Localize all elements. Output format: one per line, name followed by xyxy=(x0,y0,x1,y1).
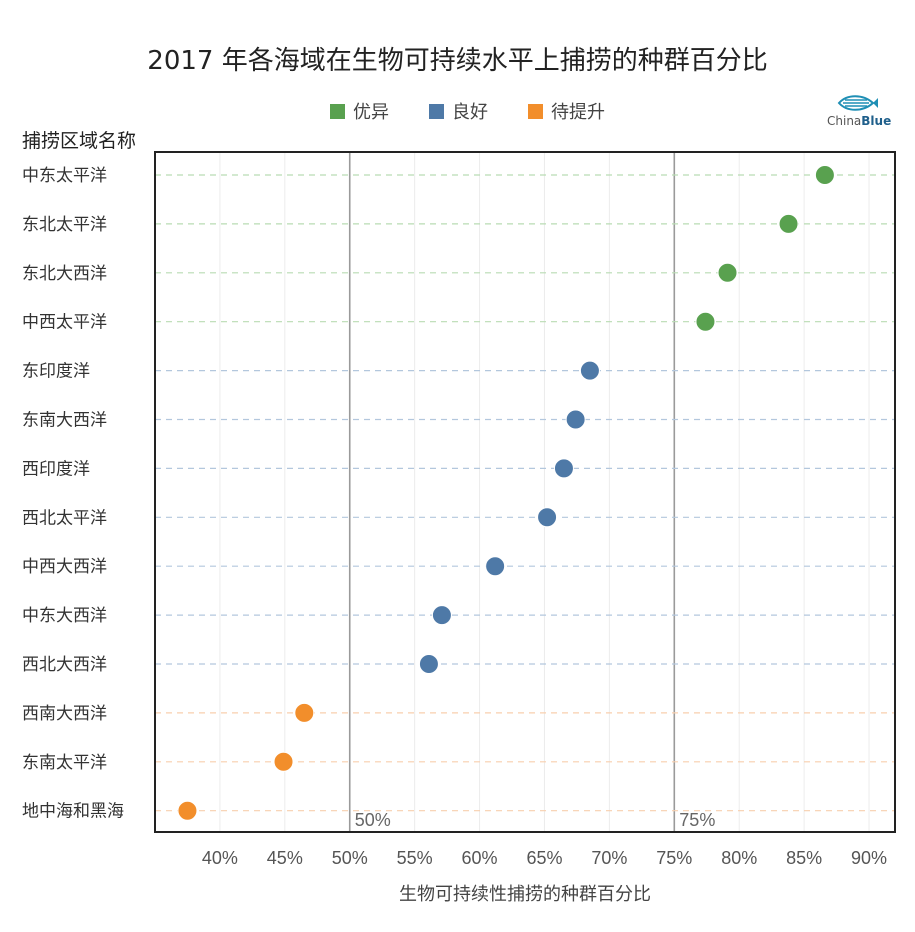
category-label: 地中海和黑海 xyxy=(22,802,124,822)
category-label: 东印度洋 xyxy=(22,362,90,382)
legend-swatch-good xyxy=(429,103,444,119)
category-label: 中东大西洋 xyxy=(22,606,107,626)
data-point xyxy=(565,409,586,430)
legend-swatch-improve xyxy=(528,103,543,119)
x-tick-label: 65% xyxy=(526,848,562,868)
x-tick-label: 40% xyxy=(202,848,238,868)
category-label: 东南太平洋 xyxy=(22,753,107,773)
data-point xyxy=(553,458,574,479)
x-tick-label: 75% xyxy=(656,848,692,868)
category-label: 中西大西洋 xyxy=(22,557,107,577)
x-tick-label: 90% xyxy=(851,848,887,868)
logo-text: ChinaBlue xyxy=(827,114,892,128)
legend-item-good[interactable]: 良好 xyxy=(429,98,488,124)
data-point xyxy=(537,507,558,528)
chinablue-logo: ChinaBlue xyxy=(827,92,892,128)
legend-label-good: 良好 xyxy=(452,102,488,123)
data-point xyxy=(485,556,506,577)
data-point xyxy=(579,360,600,381)
data-point xyxy=(273,751,294,772)
category-label: 东北太平洋 xyxy=(22,215,107,235)
category-label: 中东太平洋 xyxy=(22,166,107,186)
reference-line-label: 50% xyxy=(355,810,391,830)
y-axis-title: 捕捞区域名称 xyxy=(22,130,137,152)
category-label: 中西太平洋 xyxy=(22,313,107,333)
data-point xyxy=(695,311,716,332)
category-label: 西南大西洋 xyxy=(22,704,107,724)
x-tick-label: 45% xyxy=(267,848,303,868)
x-tick-label: 80% xyxy=(721,848,757,868)
legend-item-excellent[interactable]: 优异 xyxy=(330,98,389,124)
legend: 优异 良好 待提升 xyxy=(330,98,605,124)
category-label: 东北大西洋 xyxy=(22,264,107,284)
legend-label-improve: 待提升 xyxy=(551,102,605,123)
legend-item-improve[interactable]: 待提升 xyxy=(528,98,605,124)
data-point xyxy=(431,605,452,626)
data-point xyxy=(294,702,315,723)
category-label: 东南大西洋 xyxy=(22,411,107,431)
plot-frame xyxy=(154,151,896,833)
legend-label-excellent: 优异 xyxy=(353,102,389,123)
reference-line-label: 75% xyxy=(679,810,715,830)
fish-logo-icon xyxy=(837,95,878,111)
x-tick-label: 70% xyxy=(591,848,627,868)
data-point xyxy=(717,262,738,283)
category-label: 西印度洋 xyxy=(22,459,90,479)
data-point xyxy=(778,213,799,234)
data-point xyxy=(177,800,198,821)
category-label: 西北太平洋 xyxy=(22,508,107,528)
chart-title: 2017 年各海域在生物可持续水平上捕捞的种群百分比 xyxy=(147,46,768,76)
x-tick-label: 85% xyxy=(786,848,822,868)
category-label: 西北大西洋 xyxy=(22,655,107,675)
x-tick-label: 50% xyxy=(332,848,368,868)
x-tick-label: 60% xyxy=(462,848,498,868)
legend-swatch-excellent xyxy=(330,103,345,119)
data-point xyxy=(418,654,439,674)
data-point xyxy=(814,165,835,185)
x-tick-label: 55% xyxy=(397,848,433,868)
x-axis-title: 生物可持续性捕捞的种群百分比 xyxy=(399,884,651,905)
